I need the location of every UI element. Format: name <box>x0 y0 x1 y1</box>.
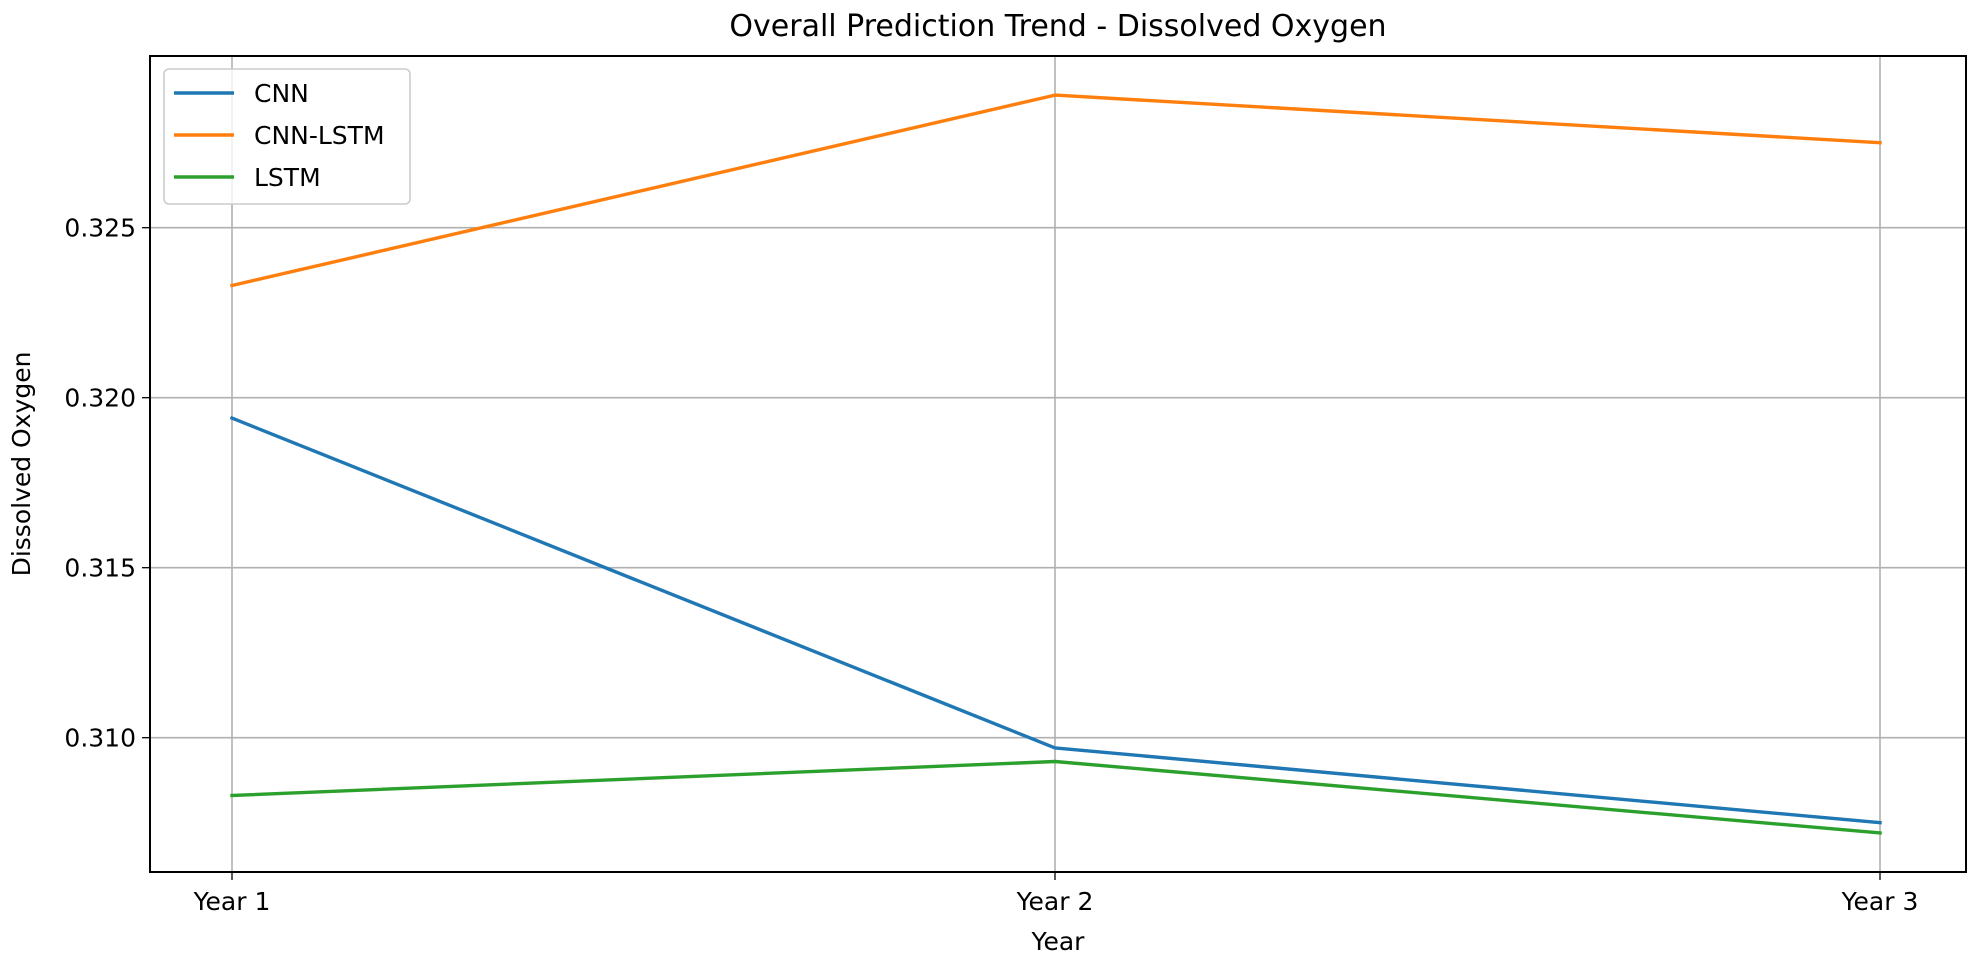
y-tick-label: 0.310 <box>64 724 136 753</box>
legend-label-cnn-lstm: CNN-LSTM <box>254 121 385 150</box>
x-tick-label: Year 2 <box>1016 887 1094 916</box>
ticks: Year 1 Year 2 Year 3 0.310 0.315 0.320 0.325 <box>64 214 1918 916</box>
series-lines <box>229 93 1882 835</box>
legend-box <box>163 68 411 205</box>
y-axis-label: Dissolved Oxygen <box>7 352 36 577</box>
legend-label-cnn: CNN <box>254 79 309 108</box>
y-tick-label: 0.325 <box>64 214 136 243</box>
y-tick-label: 0.320 <box>64 384 136 413</box>
x-tick-label: Year 3 <box>1841 887 1919 916</box>
x-axis-label: Year <box>1031 927 1086 956</box>
series-line-lstm <box>230 759 1882 835</box>
legend: CNN CNN-LSTM LSTM <box>163 68 411 205</box>
series-line-cnn-lstm <box>229 93 1882 288</box>
series-line-cnn <box>229 415 1882 825</box>
chart-title: Overall Prediction Trend - Dissolved Oxy… <box>729 9 1386 44</box>
plot-frame <box>149 55 1967 873</box>
y-tick-label: 0.315 <box>64 554 136 583</box>
legend-label-lstm: LSTM <box>254 163 321 192</box>
grid <box>150 56 1966 872</box>
x-tick-label: Year 1 <box>193 887 271 916</box>
